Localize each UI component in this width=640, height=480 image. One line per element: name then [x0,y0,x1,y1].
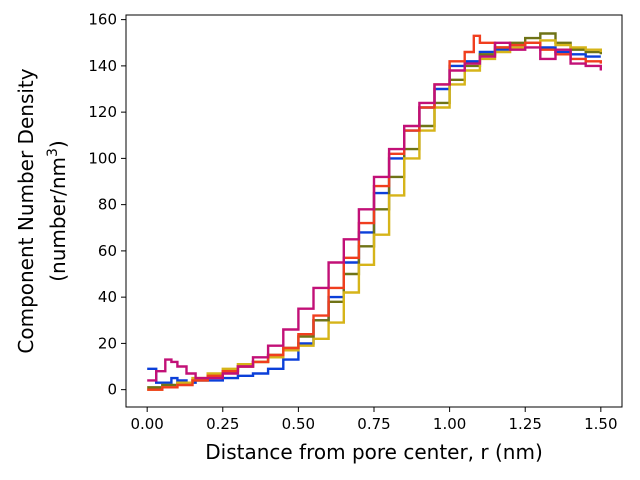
y-axis-label-line2: (number/nm3) [45,140,70,282]
x-tick-label: 0.75 [357,415,390,433]
x-axis-label: Distance from pore center, r (nm) [205,440,543,464]
y-tick-label: 100 [88,149,117,167]
x-tick-label: 0.50 [282,415,315,433]
x-tick-label: 0.00 [130,415,163,433]
y-tick-label: 20 [98,334,117,352]
y-tick-label: 0 [107,381,117,399]
series-line-4 [147,34,602,391]
y-axis-label-superscript: 3 [45,148,61,157]
x-tick-label: 1.50 [584,415,617,433]
y-axis-label-suffix: ) [46,140,70,148]
y-axis-ticks: 0 20 40 60 80 100 120 140 160 [88,11,126,399]
x-axis-ticks: 0.00 0.25 0.50 0.75 1.00 1.25 1.50 [130,407,618,433]
y-tick-label: 160 [88,11,117,29]
y-tick-label: 40 [98,288,117,306]
x-tick-label: 0.25 [206,415,239,433]
y-axis-label-line1: Component Number Density [14,68,38,353]
y-tick-label: 140 [88,57,117,75]
series-line-5 [147,41,602,382]
x-tick-label: 1.25 [509,415,542,433]
x-tick-label: 1.00 [433,415,466,433]
y-tick-label: 60 [98,242,117,260]
y-tick-label: 120 [88,103,117,121]
y-tick-label: 80 [98,196,117,214]
series-layer [147,32,602,391]
y-axis-label-prefix: (number/nm [46,157,70,282]
